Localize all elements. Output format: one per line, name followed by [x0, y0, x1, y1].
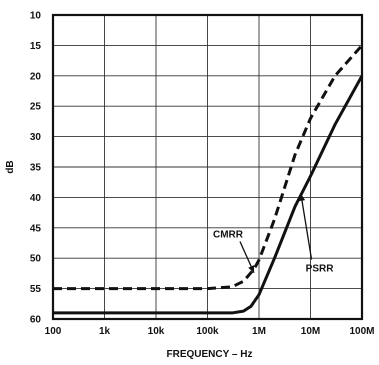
- y-axis-title: dB: [5, 160, 16, 173]
- y-tick-label: 45: [30, 223, 42, 234]
- y-tick-label: 15: [30, 41, 42, 52]
- x-axis-title: FREQUENCY – Hz: [167, 349, 253, 360]
- x-tick-label: 100k: [196, 326, 219, 337]
- x-tick-label: 1M: [252, 326, 266, 337]
- x-tick-labels: 100 1k 10k 100k 1M 10M 100M: [45, 326, 375, 337]
- y-tick-label: 35: [30, 163, 42, 174]
- x-tick-label: 10k: [148, 326, 165, 337]
- annotations: CMRR PSRR: [213, 193, 335, 275]
- y-tick-label: 60: [30, 315, 42, 326]
- annotation-arrowhead: [248, 265, 255, 273]
- y-tick-label: 30: [30, 132, 42, 143]
- x-tick-label: 10M: [301, 326, 320, 337]
- y-tick-label: 25: [30, 102, 42, 113]
- x-tick-label: 100M: [349, 326, 374, 337]
- y-tick-label: 20: [30, 71, 42, 82]
- annotation-label-cmrr: CMRR: [213, 230, 244, 241]
- series-layer: [53, 44, 364, 315]
- y-tick-label: 10: [30, 11, 42, 22]
- annotation-label-psrr: PSRR: [306, 264, 335, 275]
- y-tick-label: 55: [30, 284, 42, 295]
- series-line-psrr: [53, 75, 364, 315]
- y-tick-labels: 10 15 20 25 30 35 40 45 50 55 60: [30, 11, 42, 326]
- x-tick-label: 100: [45, 326, 62, 337]
- y-tick-label: 50: [30, 254, 42, 265]
- series-line-cmrr: [53, 44, 364, 291]
- plot-frame: [51, 13, 364, 321]
- annotation-arrowhead: [298, 193, 306, 202]
- annotation-arrow-line: [300, 193, 313, 260]
- y-tick-label: 40: [30, 193, 42, 204]
- x-tick-label: 1k: [99, 326, 111, 337]
